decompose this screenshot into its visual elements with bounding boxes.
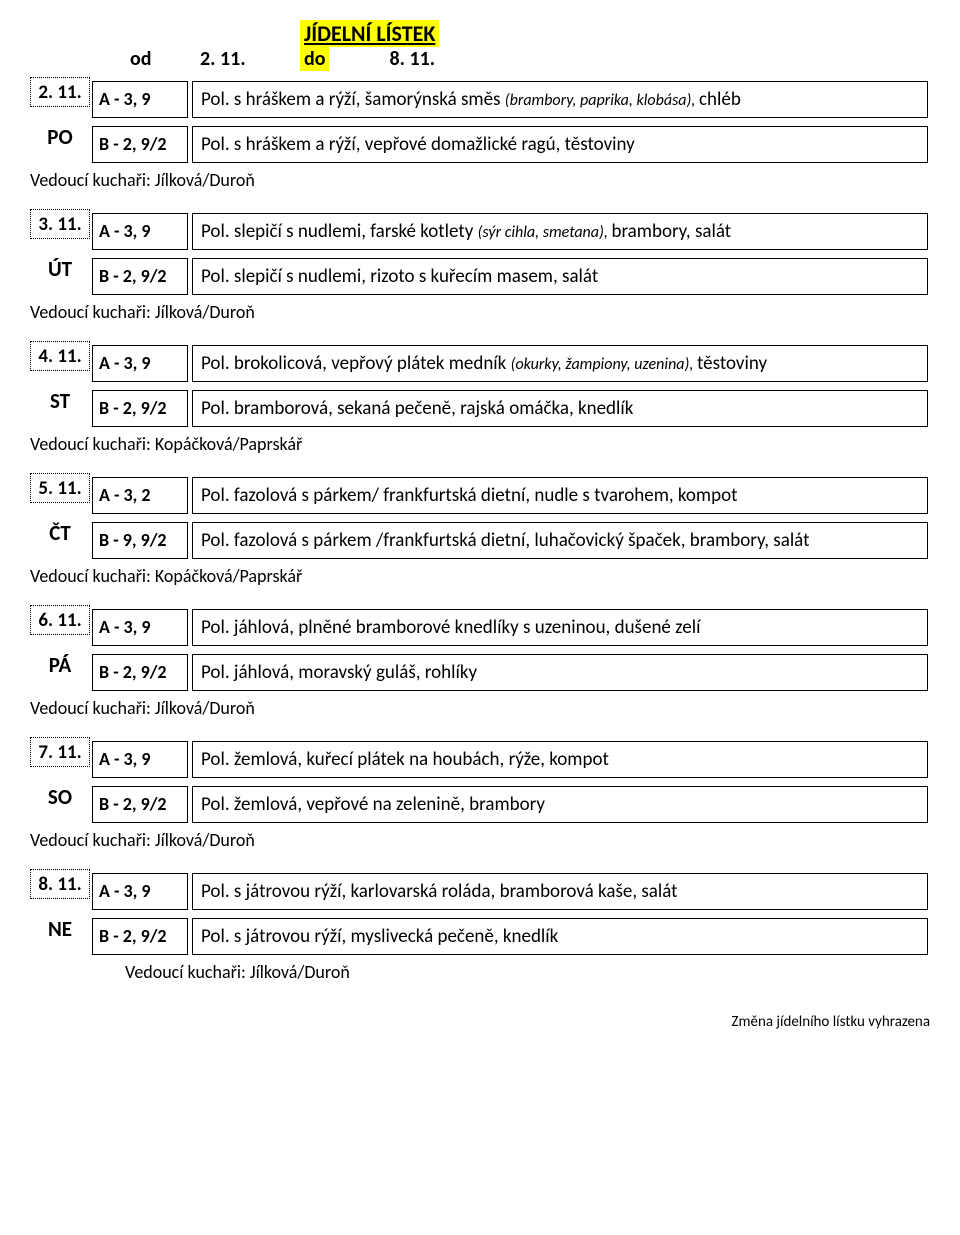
meal-b-desc: Pol. s játrovou rýží, myslivecká pečeně,… (192, 918, 928, 955)
meal-a-tail: brambory, salát (611, 220, 731, 243)
day-block: 4. 11.STA - 3, 9Pol. brokolicová, vepřov… (30, 341, 930, 455)
day-block: 6. 11.PÁA - 3, 9Pol. jáhlová, plněné bra… (30, 605, 930, 719)
page-title: JÍDELNÍ LÍSTEK (300, 20, 439, 47)
day-grid: 4. 11.STA - 3, 9Pol. brokolicová, vepřov… (30, 341, 930, 431)
day-of-week: SO (48, 767, 72, 827)
day-date: 4. 11. (30, 341, 90, 371)
day-left-col: 5. 11.ČT (30, 473, 90, 563)
meal-a-main: Pol. fazolová s párkem/ frankfurtská die… (201, 484, 737, 507)
day-block: 7. 11.SOA - 3, 9Pol. žemlová, kuřecí plá… (30, 737, 930, 851)
chef-line: Vedoucí kuchaři: Jílková/Duroň (30, 301, 930, 323)
day-left-col: 3. 11.ÚT (30, 209, 90, 299)
date-range-row: od 2. 11. do 8. 11. (30, 47, 930, 71)
day-of-week: PO (47, 107, 72, 167)
meal-a-main: Pol. s játrovou rýží, karlovarská roláda… (201, 880, 678, 903)
meal-a-desc: Pol. fazolová s párkem/ frankfurtská die… (192, 477, 928, 514)
meal-b-code: B - 2, 9/2 (92, 390, 188, 427)
day-left-col: 7. 11.SO (30, 737, 90, 827)
day-date: 3. 11. (30, 209, 90, 239)
day-of-week: NE (48, 899, 72, 959)
chef-line: Vedoucí kuchaři: Jílková/Duroň (30, 169, 930, 191)
day-left-col: 2. 11.PO (30, 77, 90, 167)
date-to: 8. 11. (389, 47, 435, 71)
day-date: 5. 11. (30, 473, 90, 503)
day-left-col: 8. 11.NE (30, 869, 90, 959)
day-grid: 6. 11.PÁA - 3, 9Pol. jáhlová, plněné bra… (30, 605, 930, 695)
meal-a-main: Pol. jáhlová, plněné bramborové knedlíky… (201, 616, 700, 639)
meal-a-desc: Pol. brokolicová, vepřový plátek medník … (192, 345, 928, 382)
day-grid: 3. 11.ÚTA - 3, 9Pol. slepičí s nudlemi, … (30, 209, 930, 299)
from-label: od (130, 47, 200, 71)
date-from: 2. 11. (200, 47, 300, 71)
meal-b-desc: Pol. slepičí s nudlemi, rizoto s kuřecím… (192, 258, 928, 295)
day-date: 2. 11. (30, 77, 90, 107)
day-of-week: ÚT (48, 239, 72, 299)
meal-b-desc: Pol. fazolová s párkem /frankfurtská die… (192, 522, 928, 559)
meal-a-main: Pol. brokolicová, vepřový plátek medník (201, 352, 511, 375)
meal-b-desc: Pol. s hráškem a rýží, vepřové domažlick… (192, 126, 928, 163)
chef-line: Vedoucí kuchaři: Kopáčková/Paprskář (30, 565, 930, 587)
chef-line: Vedoucí kuchaři: Jílková/Duroň (125, 961, 930, 983)
day-date: 6. 11. (30, 605, 90, 635)
meal-b-desc: Pol. bramborová, sekaná pečeně, rajská o… (192, 390, 928, 427)
meal-b-code: B - 2, 9/2 (92, 654, 188, 691)
header: JÍDELNÍ LÍSTEK od 2. 11. do 8. 11. (30, 20, 930, 71)
meal-a-main: Pol. žemlová, kuřecí plátek na houbách, … (201, 748, 609, 771)
meal-a-code: A - 3, 9 (92, 741, 188, 778)
meal-a-code: A - 3, 9 (92, 873, 188, 910)
meal-a-tail: chléb (699, 88, 741, 111)
day-block: 3. 11.ÚTA - 3, 9Pol. slepičí s nudlemi, … (30, 209, 930, 323)
meal-a-code: A - 3, 9 (92, 345, 188, 382)
meal-a-desc: Pol. jáhlová, plněné bramborové knedlíky… (192, 609, 928, 646)
meal-a-note: (okurky, žampiony, uzenina), (511, 355, 697, 374)
day-date: 8. 11. (30, 869, 90, 899)
meal-b-code: B - 2, 9/2 (92, 786, 188, 823)
day-date: 7. 11. (30, 737, 90, 767)
footer-note: Změna jídelního lístku vyhrazena (30, 1013, 930, 1031)
chef-line: Vedoucí kuchaři: Jílková/Duroň (30, 829, 930, 851)
day-grid: 2. 11.POA - 3, 9Pol. s hráškem a rýží, š… (30, 77, 930, 167)
to-label: do (300, 47, 329, 71)
meal-b-code: B - 9, 9/2 (92, 522, 188, 559)
chef-line: Vedoucí kuchaři: Kopáčková/Paprskář (30, 433, 930, 455)
meal-b-code: B - 2, 9/2 (92, 126, 188, 163)
day-block: 2. 11.POA - 3, 9Pol. s hráškem a rýží, š… (30, 77, 930, 191)
day-grid: 5. 11.ČTA - 3, 2Pol. fazolová s párkem/ … (30, 473, 930, 563)
day-of-week: PÁ (49, 635, 71, 695)
meal-a-desc: Pol. s játrovou rýží, karlovarská roláda… (192, 873, 928, 910)
day-block: 5. 11.ČTA - 3, 2Pol. fazolová s párkem/ … (30, 473, 930, 587)
meal-b-code: B - 2, 9/2 (92, 918, 188, 955)
day-left-col: 6. 11.PÁ (30, 605, 90, 695)
meal-a-code: A - 3, 9 (92, 81, 188, 118)
meal-a-code: A - 3, 9 (92, 213, 188, 250)
meal-a-note: (sýr cihla, smetana), (478, 223, 612, 242)
meal-a-note: (brambory, paprika, klobása), (505, 91, 699, 110)
meal-a-main: Pol. slepičí s nudlemi, farské kotlety (201, 220, 478, 243)
day-block: 8. 11.NEA - 3, 9Pol. s játrovou rýží, ka… (30, 869, 930, 983)
meal-a-desc: Pol. žemlová, kuřecí plátek na houbách, … (192, 741, 928, 778)
meal-b-desc: Pol. žemlová, vepřové na zelenině, bramb… (192, 786, 928, 823)
meal-a-code: A - 3, 2 (92, 477, 188, 514)
meal-a-desc: Pol. s hráškem a rýží, šamorýnská směs (… (192, 81, 928, 118)
title-row: JÍDELNÍ LÍSTEK (30, 20, 930, 47)
day-grid: 7. 11.SOA - 3, 9Pol. žemlová, kuřecí plá… (30, 737, 930, 827)
meal-a-tail: těstoviny (697, 352, 767, 375)
day-grid: 8. 11.NEA - 3, 9Pol. s játrovou rýží, ka… (30, 869, 930, 959)
chef-line: Vedoucí kuchaři: Jílková/Duroň (30, 697, 930, 719)
meal-b-code: B - 2, 9/2 (92, 258, 188, 295)
day-of-week: ČT (49, 503, 71, 563)
meal-b-desc: Pol. jáhlová, moravský guláš, rohlíky (192, 654, 928, 691)
day-left-col: 4. 11.ST (30, 341, 90, 431)
meal-a-code: A - 3, 9 (92, 609, 188, 646)
day-of-week: ST (50, 371, 70, 431)
meal-a-desc: Pol. slepičí s nudlemi, farské kotlety (… (192, 213, 928, 250)
meal-a-main: Pol. s hráškem a rýží, šamorýnská směs (201, 88, 505, 111)
